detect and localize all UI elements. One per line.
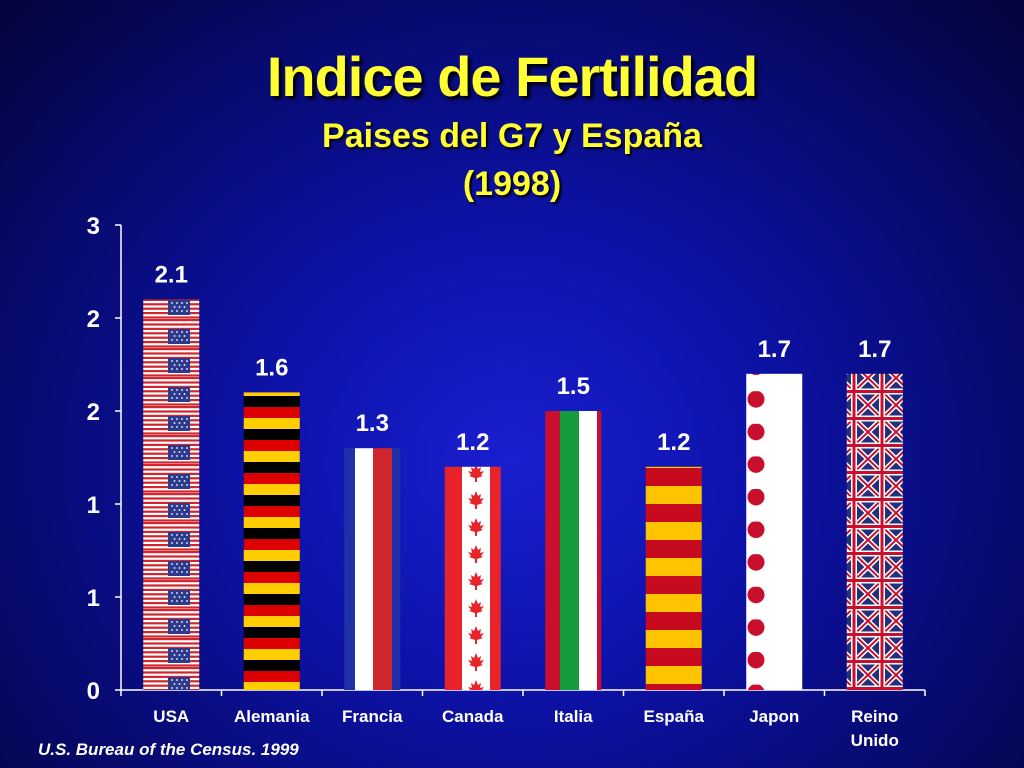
bar-reino-unido [846, 373, 903, 690]
bar-italia [545, 411, 602, 690]
value-label: 1.2 [657, 429, 690, 456]
bar-españa [645, 466, 702, 690]
y-tick-label: 0 [87, 678, 100, 705]
y-tick-label: 1 [87, 492, 100, 519]
value-label: 1.2 [456, 429, 489, 456]
category-label: Alemania [234, 707, 310, 726]
value-label: 2.1 [155, 261, 188, 288]
plot-area: 0 1 1 2 2 3 2.1 USA 1.6 Alemania 1.3 Francia 1.2 Cana… [87, 213, 926, 750]
value-label: 1.5 [557, 373, 590, 400]
bar-usa [143, 299, 200, 690]
category-label: Reino Unido [851, 707, 899, 750]
category-label: Francia [342, 707, 403, 726]
bar-canada [444, 466, 501, 690]
y-tick-label: 1 [87, 585, 100, 612]
value-label: 1.7 [858, 336, 891, 363]
category-label: España [644, 707, 705, 726]
value-label: 1.6 [255, 354, 288, 381]
source-note: U.S. Bureau of the Census. 1999 [38, 740, 299, 759]
subtitle-line-1: Paises del G7 y España [322, 117, 702, 155]
value-label: 1.7 [758, 336, 791, 363]
category-label: Canada [442, 707, 504, 726]
chart-subtitle: Paises del G7 y España (1998) [0, 112, 1024, 208]
category-label: Japon [749, 707, 799, 726]
y-tick-label: 3 [87, 213, 100, 240]
chart-title: Indice de Fertilidad [266, 45, 758, 108]
bar-japon [746, 373, 803, 690]
value-label: 1.3 [356, 410, 389, 437]
subtitle-line-2: (1998) [462, 165, 562, 203]
bar-alemania [243, 392, 300, 690]
y-tick-label: 2 [87, 306, 100, 333]
category-label: Italia [554, 707, 593, 726]
y-tick-label: 2 [87, 399, 100, 426]
category-label: USA [153, 707, 189, 726]
bar-francia [344, 448, 401, 690]
